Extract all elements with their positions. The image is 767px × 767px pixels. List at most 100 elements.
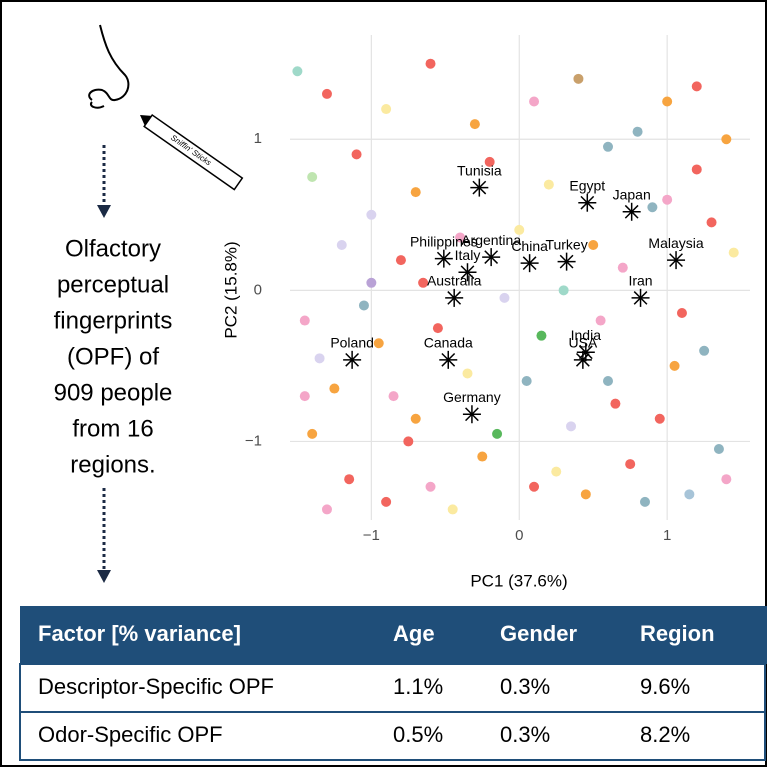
y-tick-label: 0 <box>254 281 262 298</box>
table-cell: 0.3% <box>500 674 550 699</box>
x-tick-label: 1 <box>663 527 671 544</box>
point-label: Germany <box>443 389 501 405</box>
background-point <box>728 247 739 258</box>
point-marker <box>520 254 539 273</box>
background-point <box>314 353 325 364</box>
background-point <box>676 308 687 319</box>
point-label: Iran <box>628 273 652 289</box>
background-point <box>366 209 377 220</box>
point-marker <box>557 252 576 271</box>
point-marker <box>622 202 641 221</box>
description-line: Olfactory <box>65 235 161 262</box>
point-label: Japan <box>613 186 651 202</box>
table-cell: 9.6% <box>640 674 690 699</box>
description-line: regions. <box>70 451 155 478</box>
background-point <box>329 383 340 394</box>
point-label: Italy <box>455 247 481 263</box>
point-label: India <box>571 327 602 343</box>
point-marker <box>434 249 453 268</box>
description-line: fingerprints <box>54 307 173 334</box>
background-point <box>492 428 503 439</box>
table-header-cell: Age <box>393 621 435 646</box>
point-marker <box>482 248 501 267</box>
background-point <box>625 459 636 470</box>
background-point <box>307 172 318 183</box>
background-point <box>477 451 488 462</box>
background-point <box>499 292 510 303</box>
background-point <box>292 66 303 77</box>
background-point <box>358 300 369 311</box>
background-point <box>632 126 643 137</box>
nose-illustration <box>88 24 130 109</box>
point-label: Malaysia <box>648 235 703 251</box>
background-point <box>603 141 614 152</box>
point-marker <box>458 263 477 282</box>
background-point <box>721 134 732 145</box>
background-point <box>425 58 436 69</box>
background-point <box>662 194 673 205</box>
background-point <box>321 504 332 515</box>
background-point <box>669 360 680 371</box>
background-point <box>514 224 525 235</box>
background-point <box>654 413 665 424</box>
description: Olfactory perceptual fingerprints (OPF) of 9… <box>54 235 173 478</box>
background-point <box>418 277 429 288</box>
background-point <box>373 338 384 349</box>
y-axis-title: PC2 (15.8%) <box>221 241 240 338</box>
table-cell: 0.5% <box>393 722 443 747</box>
background-point <box>484 156 495 167</box>
table-header-cell: Gender <box>500 621 577 646</box>
background-point <box>543 179 554 190</box>
background-point <box>299 391 310 402</box>
background-point <box>447 504 458 515</box>
background-point <box>662 96 673 107</box>
background-point <box>321 88 332 99</box>
point-label: Philippines <box>410 233 478 249</box>
background-point <box>603 375 614 386</box>
background-point <box>706 217 717 228</box>
point-label: Canada <box>424 335 473 351</box>
background-point <box>713 443 724 454</box>
background-point <box>610 398 621 409</box>
point-marker <box>445 288 464 307</box>
background-point <box>566 421 577 432</box>
background-point <box>617 262 628 273</box>
background-point <box>462 368 473 379</box>
background-point <box>381 104 392 115</box>
table-cell: 0.3% <box>500 722 550 747</box>
background-point <box>366 277 377 288</box>
background-point <box>551 466 562 477</box>
point-marker <box>578 193 597 212</box>
description-line: (OPF) of <box>67 343 159 370</box>
description-line: 909 people <box>54 379 173 406</box>
point-label: Turkey <box>545 236 587 252</box>
table-cell: Odor-Specific OPF <box>38 722 223 747</box>
background-point <box>395 255 406 266</box>
background-point <box>307 428 318 439</box>
table-header-cell: Factor [% variance] <box>38 621 241 646</box>
background-point <box>588 240 599 251</box>
description-line: perceptual <box>57 271 169 298</box>
background-point <box>595 315 606 326</box>
point-marker <box>462 405 481 424</box>
point-label: Poland <box>330 335 374 351</box>
x-axis-title: PC1 (37.6%) <box>470 571 567 590</box>
background-point <box>699 345 710 356</box>
point-label: Argentina <box>461 232 521 248</box>
background-point <box>536 330 547 341</box>
table-cell: 1.1% <box>393 674 443 699</box>
arrow-head <box>97 570 111 583</box>
description-line: from 16 <box>72 415 153 442</box>
background-point <box>381 496 392 507</box>
point-label: USA <box>568 335 597 351</box>
background-point <box>529 96 540 107</box>
x-tick-label: 0 <box>515 527 523 544</box>
background-point <box>351 149 362 160</box>
point-label: Egypt <box>569 177 605 193</box>
background-point <box>691 164 702 175</box>
y-tick-label: 1 <box>254 130 262 147</box>
background-point <box>573 73 584 84</box>
point-marker <box>573 350 592 369</box>
background-point <box>410 413 421 424</box>
point-marker <box>470 178 489 197</box>
